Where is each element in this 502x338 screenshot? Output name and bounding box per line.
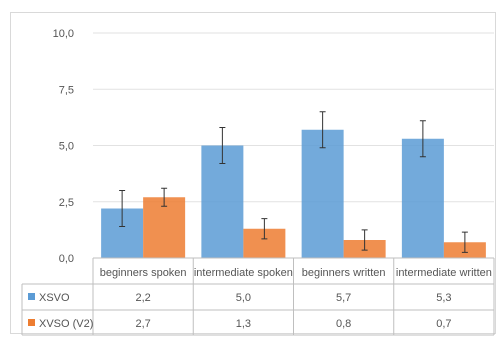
legend-label: XVSO (V2) xyxy=(39,318,93,330)
data-label: 2,2 xyxy=(135,292,150,304)
data-label: 0,7 xyxy=(436,318,451,330)
y-tick-label: 2,5 xyxy=(59,197,74,209)
y-tick-label: 7,5 xyxy=(59,84,74,96)
category-label: beginners written xyxy=(302,267,386,279)
bar-xsvo xyxy=(201,145,244,258)
bar-xvso xyxy=(143,197,186,258)
data-label: 0,8 xyxy=(336,318,351,330)
bar-xsvo xyxy=(301,129,344,258)
data-label: 5,0 xyxy=(236,292,251,304)
legend-label: XSVO xyxy=(39,292,70,304)
bar-xsvo xyxy=(401,138,444,258)
y-tick-label: 10,0 xyxy=(53,28,74,40)
y-tick-label: 5,0 xyxy=(59,141,74,153)
data-label: 1,3 xyxy=(236,318,251,330)
data-label: 5,7 xyxy=(336,292,351,304)
category-label: intermediate written xyxy=(396,267,492,279)
data-label: 2,7 xyxy=(135,318,150,330)
category-label: intermediate spoken xyxy=(194,267,293,279)
data-label: 5,3 xyxy=(436,292,451,304)
category-label: beginners spoken xyxy=(100,267,187,279)
legend-swatch xyxy=(28,319,35,326)
legend-swatch xyxy=(28,293,35,300)
y-tick-label: 0,0 xyxy=(59,253,74,265)
